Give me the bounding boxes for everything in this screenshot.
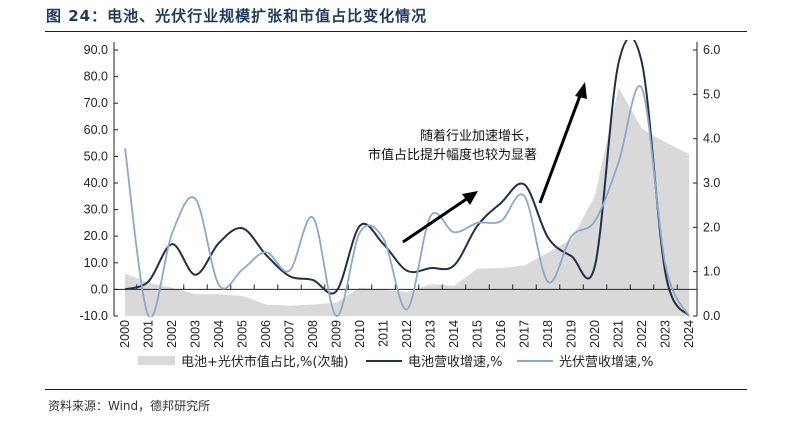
title-rule [45,31,747,32]
x-tick-label: 2016 [494,320,508,348]
x-tick-label: 2012 [400,320,414,348]
x-tick-label: 2024 [682,320,696,348]
x-tick-label: 2015 [471,320,485,348]
x-tick-label: 2023 [659,320,673,348]
x-tick-label: 2010 [353,320,367,348]
left-tick-label: 80.0 [84,70,108,84]
x-tick-label: 2014 [447,320,461,348]
line-series-pv [124,85,690,317]
legend-label-battery: 电池营收增速,% [408,355,503,370]
right-tick-label: 0.0 [703,309,720,323]
x-tick-label: 2008 [306,320,320,348]
x-tick-label: 2011 [377,320,391,347]
x-tick-label: 2013 [424,320,438,348]
x-tick-label: 2003 [189,320,203,348]
right-tick-label: 3.0 [703,176,720,190]
right-tick-label: 2.0 [703,220,720,234]
x-tick-label: 2005 [236,320,250,348]
chart: -10.0 0.0 10.0 20.0 30.0 40.0 50.0 60.0 70.0 80.0… [80,40,720,370]
annotation: 随着行业加速增长， 市值占比提升幅度也较为显著 [368,82,587,244]
legend-label-pv: 光伏营收增速,% [559,355,654,370]
right-tick-label: 5.0 [703,87,720,101]
right-tick-label: 6.0 [703,43,720,57]
x-tick-label: 2020 [588,320,602,348]
x-tick-label: 2021 [612,320,626,348]
left-tick-label: 10.0 [84,256,108,270]
left-tick-label: 50.0 [84,149,108,163]
x-tick-label: 2019 [565,320,579,348]
left-tick-label: 0.0 [91,282,108,296]
legend: 电池+光伏市值占比,%(次轴) 电池营收增速,% 光伏营收增速,% [138,354,654,370]
annotation-line-2: 市值占比提升幅度也较为显著 [368,147,537,163]
right-tick-label: 4.0 [703,132,720,146]
left-tick-label: 60.0 [84,123,108,137]
left-tick-label: 40.0 [84,176,108,190]
x-tick-label: 2017 [518,320,532,348]
area-series-market-share [125,87,689,317]
legend-label-area: 电池+光伏市值占比,%(次轴) [181,354,349,370]
x-tick-label: 2009 [330,320,344,348]
source-note: 资料来源：Wind，德邦研究所 [48,399,211,413]
x-tick-label: 2006 [259,320,273,348]
left-tick-label: 20.0 [84,229,108,243]
figure-title: 图 24：电池、光伏行业规模扩张和市值占比变化情况 [46,7,428,25]
footer-rule [45,389,747,390]
arrow-1 [402,191,478,244]
left-tick-label: 30.0 [84,203,108,217]
legend-swatch-area [138,356,175,365]
right-tick-label: 1.0 [703,265,720,279]
arrow-2 [538,82,587,204]
annotation-line-1: 随着行业加速增长， [420,128,537,144]
left-tick-label: 70.0 [84,96,108,110]
x-tick-label: 2002 [165,320,179,348]
x-tick-label: 2004 [212,320,226,348]
left-tick-label: -10.0 [80,309,109,323]
x-tick-label: 2007 [283,320,297,348]
x-tick-label: 2022 [635,320,649,348]
left-tick-label: 90.0 [84,43,108,57]
line-series-battery [124,40,690,317]
x-tick-label: 2018 [541,320,555,348]
x-tick-label: 2000 [118,320,132,348]
x-tick-label: 2001 [142,320,156,348]
